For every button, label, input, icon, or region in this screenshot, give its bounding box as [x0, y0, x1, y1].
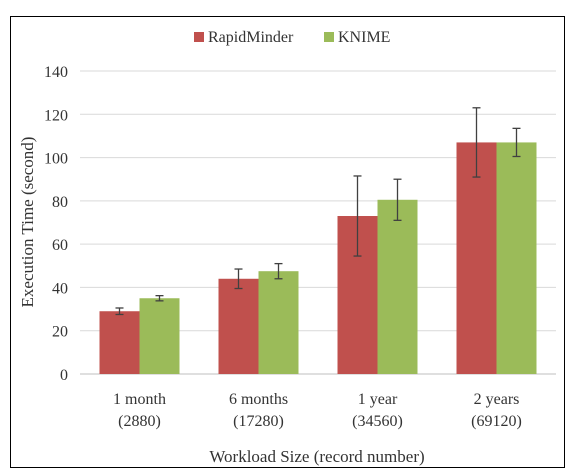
error-bar [472, 107, 481, 178]
legend: RapidMinder KNIME [194, 29, 390, 46]
legend-swatch-rapidminder [194, 32, 204, 42]
error-bar [155, 295, 164, 302]
x-tick-label: 2 years [474, 391, 520, 408]
y-tick-label: 120 [44, 107, 68, 124]
y-tick-label: 20 [52, 324, 68, 341]
x-tick-label: 6 months [229, 391, 288, 408]
error-bar [274, 262, 283, 280]
x-tick-label: (34560) [352, 413, 403, 430]
y-tick-label: 60 [52, 237, 68, 254]
legend-label-rapidminder: RapidMinder [208, 29, 294, 46]
legend-label-knime: KNIME [338, 29, 390, 46]
error-bar [512, 127, 521, 158]
x-axis-ticks: 1 month (2880) 6 months (17280) 1 year (34560… [113, 391, 522, 430]
bar-knime-2 [377, 199, 418, 374]
bar-knime-1 [258, 271, 299, 374]
x-tick-label: (17280) [233, 413, 284, 430]
bar-knime-3 [496, 142, 537, 374]
error-bar [393, 178, 402, 221]
x-tick-label: 1 year [358, 391, 398, 408]
bar-knime-0 [139, 298, 180, 374]
bar-rapidminder-0 [99, 311, 140, 374]
x-tick-label: (2880) [118, 413, 161, 430]
bar-rapidminder-1 [218, 278, 259, 374]
error-bars [115, 107, 521, 316]
y-tick-label: 140 [44, 64, 68, 81]
bar-rapidminder-3 [456, 142, 497, 374]
y-axis-label: Execution Time (second) [18, 137, 37, 308]
y-tick-label: 40 [52, 280, 68, 297]
error-bar [115, 307, 124, 316]
x-tick-label: 1 month [113, 391, 166, 408]
x-axis-label: Workload Size (record number) [209, 447, 424, 466]
y-tick-label: 0 [60, 367, 68, 384]
error-bar [234, 268, 243, 290]
y-tick-label: 80 [52, 194, 68, 211]
error-bar [353, 175, 362, 257]
y-tick-label: 100 [44, 151, 68, 168]
x-tick-label: (69120) [471, 413, 522, 430]
legend-swatch-knime [324, 32, 334, 42]
y-axis-ticks: 0 20 40 60 80 100 120 140 [44, 64, 68, 384]
bars [99, 142, 537, 374]
